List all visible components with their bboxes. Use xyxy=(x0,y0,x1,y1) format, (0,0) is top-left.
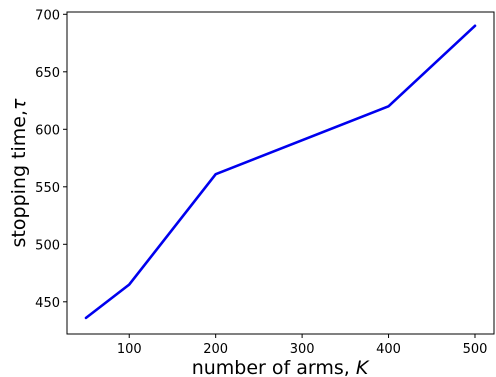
x-tick-label: 200 xyxy=(203,342,228,357)
series-group xyxy=(84,24,477,320)
x-tick-label: 300 xyxy=(290,342,315,357)
series-line xyxy=(84,24,477,320)
y-tick-label: 550 xyxy=(35,181,60,196)
plot-frame xyxy=(66,11,495,335)
x-axis-label-text: number of arms, xyxy=(192,357,356,377)
x-axis: 100 200 300 400 500 xyxy=(117,334,488,357)
x-tick-label: 100 xyxy=(117,342,142,357)
y-axis-label: stopping time,τ xyxy=(8,98,30,247)
y-axis: 450 500 550 600 650 700 xyxy=(35,8,67,311)
y-tick-label: 600 xyxy=(35,123,60,138)
y-tick-label: 450 xyxy=(35,296,60,311)
x-axis-label: number of arms, K xyxy=(192,357,370,377)
x-tick-label: 500 xyxy=(463,342,488,357)
y-tick-label: 700 xyxy=(35,8,60,23)
x-axis-label-symbol: K xyxy=(356,357,370,377)
x-tick-label: 400 xyxy=(376,342,401,357)
y-tick-label: 500 xyxy=(35,238,60,253)
y-axis-label-text: stopping time, xyxy=(8,110,30,247)
y-axis-label-symbol: τ xyxy=(8,98,30,110)
y-tick-label: 650 xyxy=(35,66,60,81)
